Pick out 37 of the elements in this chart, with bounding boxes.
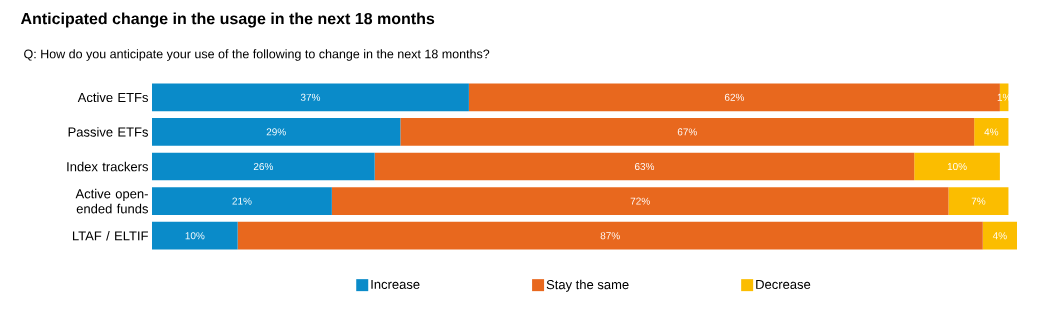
bar — [948, 187, 1009, 215]
y-tick-label: Index trackers — [67, 161, 149, 172]
chart-title: Anticipated change in the usage in the next 18 months — [20, 12, 435, 28]
chart-subtitle: Q: How do you anticipate your use of the following to change in the next 18 months? — [24, 49, 490, 61]
bar — [152, 221, 238, 250]
y-tick-label: LTAF / ELTIF — [72, 230, 148, 241]
legend-label: Decrease — [756, 279, 811, 289]
data-label: 29% — [266, 128, 286, 136]
data-label: 4% — [992, 232, 1007, 240]
data-label: 7% — [971, 197, 986, 205]
data-label: 37% — [300, 93, 321, 101]
data-label: 10% — [947, 162, 967, 171]
data-label: 10% — [185, 232, 205, 240]
bar — [914, 152, 1000, 181]
bar — [152, 83, 469, 112]
bar — [152, 118, 401, 146]
data-label: 67% — [677, 128, 697, 136]
bar — [974, 118, 1009, 146]
bar — [982, 221, 1018, 250]
y-tick-label: Active ETFs — [77, 92, 149, 103]
bar — [152, 152, 375, 181]
data-label: 62% — [724, 93, 745, 101]
data-label: 21% — [232, 197, 252, 205]
legend-label: Stay the same — [546, 279, 629, 292]
data-label: 4% — [984, 128, 999, 136]
y-tick-label: Passive ETFs — [68, 127, 149, 137]
legend-label: Increase — [371, 279, 420, 289]
bar — [237, 221, 983, 250]
data-label: 26% — [253, 162, 273, 171]
y-tick-label: Active open-ended funds — [75, 188, 148, 214]
bar — [374, 152, 915, 181]
bar — [331, 187, 949, 215]
data-label: 87% — [600, 232, 620, 240]
bar — [400, 118, 975, 146]
data-label: 63% — [634, 162, 655, 171]
bar — [152, 187, 332, 215]
data-label: 72% — [630, 197, 650, 205]
